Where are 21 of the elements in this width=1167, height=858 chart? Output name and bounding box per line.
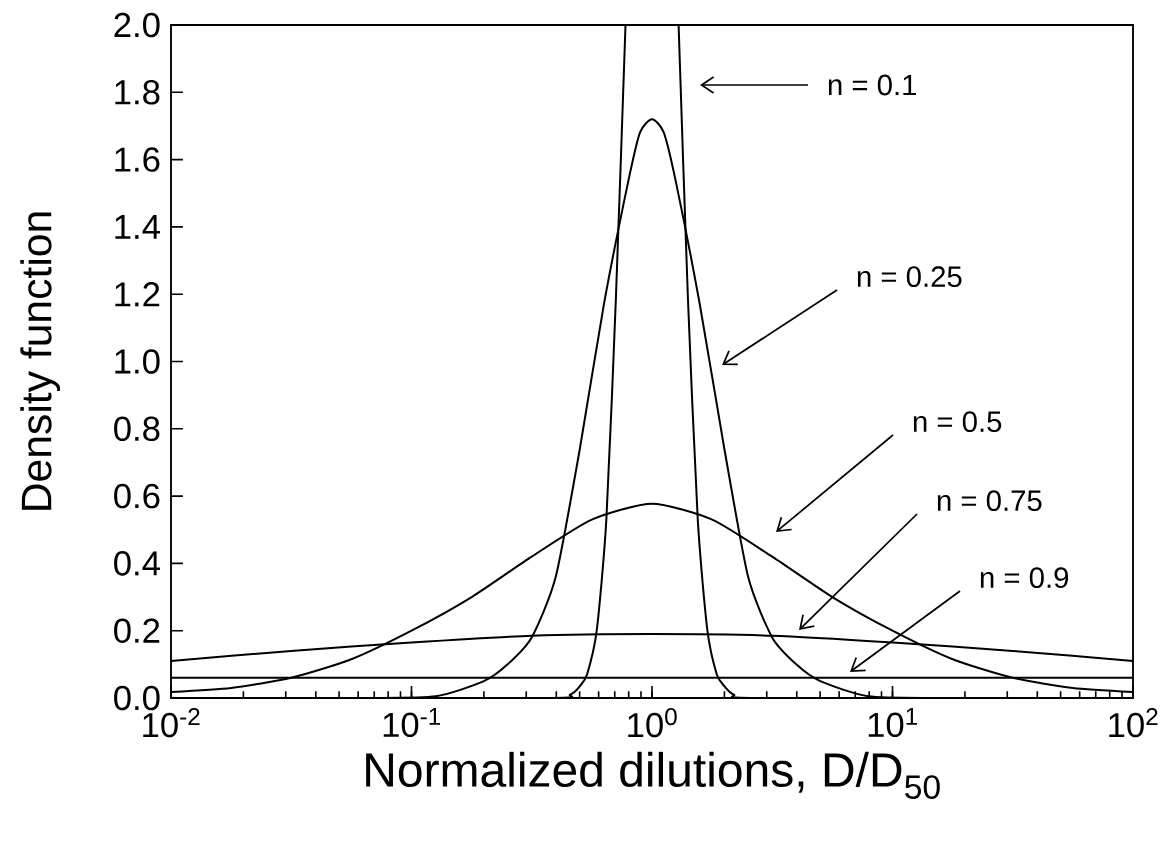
annotation: n = 0.25	[857, 266, 962, 288]
y-tick-label: 1.2	[115, 282, 160, 307]
y-tick-label: 0.4	[114, 551, 160, 576]
y-tick-label: 0.2	[114, 618, 160, 643]
y-tick-label: 0.6	[114, 483, 160, 509]
annotation: n = 0.1	[828, 74, 917, 96]
x-tick-label: 10$^{1}$	[868, 708, 917, 738]
y-axis-title: Density function	[20, 212, 61, 510]
y-tick-label: 1.0	[115, 349, 160, 374]
y-tick-label: 1.8	[115, 80, 160, 105]
x-tick-label: 10$^{0}$	[628, 708, 677, 738]
y-tick-label: 2.0	[114, 12, 160, 38]
y-tick-label: 0.8	[114, 416, 160, 442]
x-axis-title: Normalized dilutions, D/D$_{50}$	[366, 751, 940, 799]
annotation: n = 0.9	[980, 567, 1069, 589]
x-tick-label: 10$^{-1}$	[383, 708, 441, 738]
x-tick-label: 10$^{2}$	[1109, 708, 1158, 738]
y-tick-label: 1.6	[115, 147, 160, 172]
annotation: n = 0.75	[937, 490, 1042, 512]
annotation: n = 0.5	[913, 411, 1002, 433]
y-tick-label: 1.4	[115, 214, 160, 239]
